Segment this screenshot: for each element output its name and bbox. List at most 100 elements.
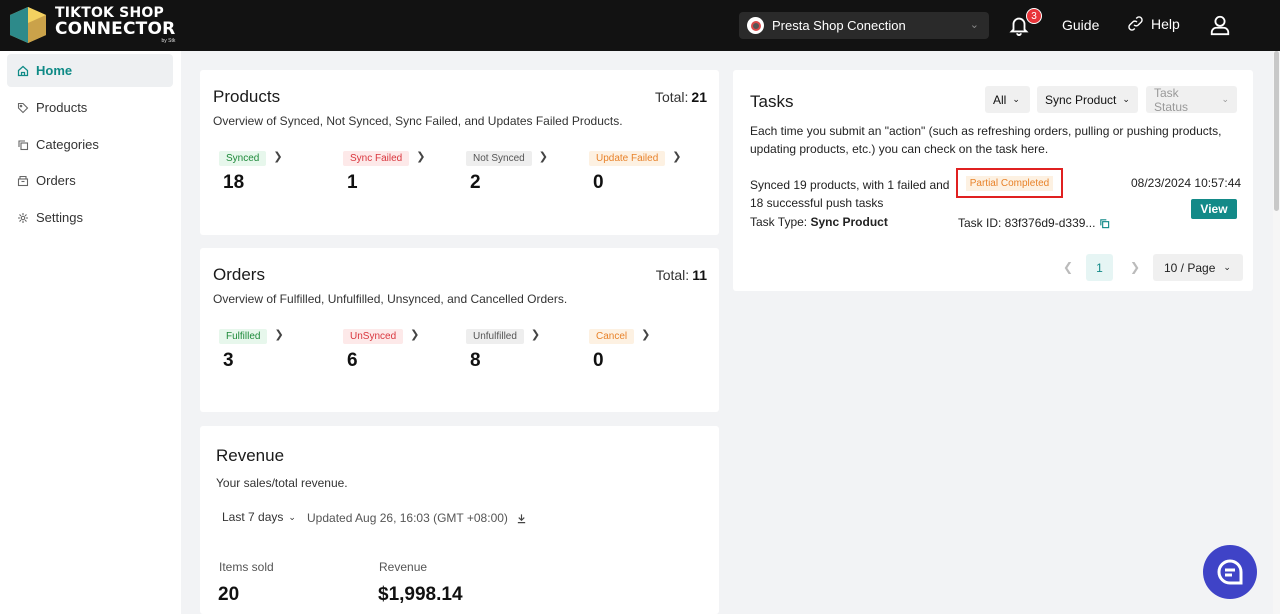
sidebar-item-home[interactable]: Home	[7, 54, 173, 87]
filter-type-select[interactable]: Sync Product ⌄	[1037, 86, 1138, 113]
page-scrollbar[interactable]	[1273, 51, 1280, 614]
chat-button[interactable]	[1203, 545, 1257, 599]
app-logo[interactable]: TIKTOK SHOP CONNECTOR by Stk	[6, 5, 175, 45]
filter-type-value: Sync Product	[1045, 92, 1117, 107]
chevron-down-icon: ⌄	[288, 511, 296, 522]
guide-link[interactable]: Guide	[1062, 17, 1100, 33]
stat-value: 8	[470, 350, 481, 371]
copy-icon	[18, 139, 29, 150]
products-title: Products	[213, 87, 281, 106]
task-type-label: Task Type:	[750, 215, 808, 229]
chevron-down-icon: ⌄	[1221, 94, 1229, 104]
task-status-badge: Partial Completed	[956, 168, 1063, 198]
stat-not-synced[interactable]: Not Synced ❯ 2	[466, 149, 548, 194]
chevron-down-icon: ⌄	[1223, 262, 1231, 272]
revenue-title: Revenue	[216, 446, 285, 465]
products-total-label: Total:	[654, 89, 689, 105]
orders-card: Orders Overview of Fulfilled, Unfulfille…	[200, 248, 719, 412]
help-link[interactable]: Help	[1127, 15, 1180, 32]
chevron-right-icon: ❯	[273, 151, 283, 163]
filter-all-value: All	[993, 92, 1007, 107]
stat-value: 0	[593, 350, 604, 371]
filter-status-placeholder: Task Status	[1154, 85, 1189, 114]
next-page-icon[interactable]: ❯	[1130, 260, 1141, 274]
download-icon[interactable]	[516, 513, 527, 524]
filter-all-select[interactable]: All ⌄	[985, 86, 1030, 113]
products-total: Total: 21	[655, 89, 707, 105]
status-badge: UnSynced	[343, 329, 404, 344]
sidebar-item-label: Settings	[36, 210, 83, 225]
status-badge: Update Failed	[589, 151, 666, 166]
link-icon	[1128, 16, 1143, 31]
prev-page-icon[interactable]: ❮	[1063, 260, 1074, 274]
user-icon[interactable]	[1209, 14, 1231, 36]
task-type-value: Sync Product	[810, 215, 888, 229]
items-sold-value: 20	[218, 584, 240, 605]
products-subtitle: Overview of Synced, Not Synced, Sync Fai…	[213, 114, 623, 128]
sidebar-item-label: Home	[36, 63, 73, 78]
stat-value: 18	[223, 172, 245, 193]
date-range-select[interactable]: Last 7 days ⌄	[222, 510, 296, 524]
tasks-card: Tasks All ⌄ Sync Product ⌄ Task Status ⌄ Ea…	[733, 70, 1253, 291]
chat-icon	[1217, 559, 1243, 585]
logo-line-1: TIKTOK SHOP	[55, 5, 164, 21]
status-badge: Sync Failed	[343, 151, 410, 166]
chevron-right-icon: ❯	[641, 329, 651, 341]
sidebar-item-settings[interactable]: Settings	[7, 201, 173, 234]
logo-by: by Stk	[161, 38, 176, 44]
stat-update-failed[interactable]: Update Failed ❯ 0	[589, 149, 681, 194]
stat-cancel[interactable]: Cancel ❯ 0	[589, 327, 650, 372]
page-1-button[interactable]: 1	[1086, 254, 1113, 281]
status-badge: Synced	[219, 151, 267, 166]
tag-icon	[17, 102, 29, 113]
task-status-text: Partial Completed	[965, 175, 1054, 191]
home-icon	[17, 65, 29, 76]
logo-line-2: CONNECTOR	[55, 19, 176, 39]
sidebar: Home Products Categories Orders Settings	[0, 51, 181, 614]
page-size-value: 10 / Page	[1164, 260, 1216, 275]
status-badge: Cancel	[589, 329, 635, 344]
gear-icon	[18, 212, 28, 223]
stat-unsynced[interactable]: UnSynced ❯ 6	[343, 327, 419, 372]
stat-synced[interactable]: Synced ❯ 18	[219, 149, 283, 194]
page-size-select[interactable]: 10 / Page ⌄	[1153, 254, 1243, 281]
chevron-right-icon: ❯	[538, 151, 548, 163]
chevron-down-icon: ⌄	[1012, 94, 1020, 104]
products-card: Products Overview of Synced, Not Synced,…	[200, 70, 719, 235]
copy-icon[interactable]	[1099, 218, 1110, 229]
orders-total-label: Total:	[655, 267, 690, 283]
status-badge: Unfulfilled	[466, 329, 524, 344]
status-badge: Fulfilled	[219, 329, 268, 344]
chevron-down-icon: ⌄	[969, 19, 979, 31]
task-message: Synced 19 products, with 1 failed and 18…	[750, 178, 950, 210]
view-button[interactable]: View	[1191, 199, 1237, 219]
task-type: Task Type: Sync Product	[750, 215, 888, 229]
chevron-right-icon: ❯	[530, 329, 541, 341]
sidebar-item-orders[interactable]: Orders	[7, 164, 173, 197]
revenue-updated: Updated Aug 26, 16:03 (GMT +08:00)	[307, 511, 527, 525]
bell-icon[interactable]	[1008, 14, 1030, 36]
sidebar-item-label: Products	[36, 100, 88, 115]
stat-value: 1	[347, 172, 358, 193]
products-total-value: 21	[691, 89, 707, 105]
orders-subtitle: Overview of Fulfilled, Unfulfilled, Unsy…	[213, 292, 568, 306]
items-sold-label: Items sold	[219, 560, 274, 574]
shop-icon	[747, 17, 764, 34]
stat-unfulfilled[interactable]: Unfulfilled ❯ 8	[466, 327, 540, 372]
chevron-right-icon: ❯	[672, 151, 682, 163]
scrollbar-thumb[interactable]	[1274, 51, 1279, 211]
sidebar-item-products[interactable]: Products	[7, 91, 173, 124]
status-badge: Not Synced	[466, 151, 532, 166]
stat-fulfilled[interactable]: Fulfilled ❯ 3	[219, 327, 284, 372]
stat-value: 2	[470, 172, 481, 193]
stat-sync-failed[interactable]: Sync Failed ❯ 1	[343, 149, 425, 194]
revenue-subtitle: Your sales/total revenue.	[216, 476, 348, 490]
chevron-right-icon: ❯	[274, 329, 284, 341]
date-range-value: Last 7 days	[222, 510, 284, 524]
shop-selector[interactable]: Presta Shop Conection ⌄	[739, 12, 989, 39]
logo-text: TIKTOK SHOP CONNECTOR by Stk	[55, 6, 175, 44]
help-label: Help	[1151, 15, 1180, 32]
filter-status-select[interactable]: Task Status ⌄	[1146, 85, 1237, 114]
sidebar-item-label: Orders	[36, 173, 76, 188]
sidebar-item-categories[interactable]: Categories	[7, 128, 173, 161]
